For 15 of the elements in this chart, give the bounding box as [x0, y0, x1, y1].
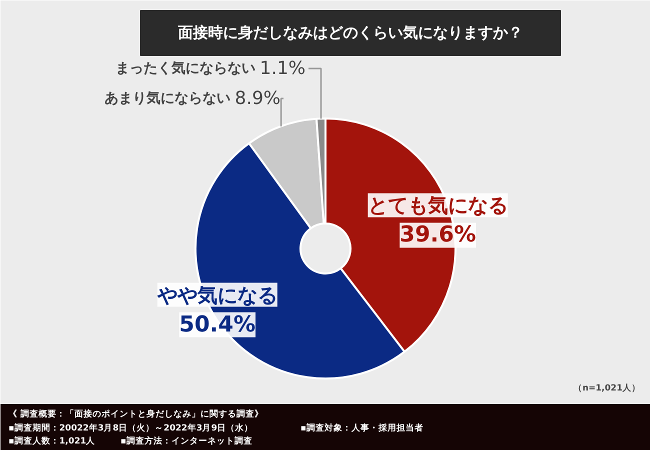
slice-label: やや気になる [156, 282, 278, 307]
text: ▪調査対象：人事・採用担当者 [300, 422, 424, 434]
data-label: 50.4% [179, 312, 256, 338]
text: 《 調査概要：「面接のポイントと身だしなみ」に関する調査》 [8, 408, 264, 420]
text: （n=1,021人） [573, 382, 641, 394]
text: ▪調査方法：インターネット調査 [120, 436, 252, 446]
text: ▪調査期間：20022年3月8日（火）～2022年3月9日（水） [8, 422, 254, 434]
data-label: 1.1% [260, 58, 306, 79]
text: ▪調査人数：1,021人 [8, 436, 96, 446]
slice-label: あまり気にならない [104, 90, 230, 106]
data-label: 39.6% [400, 222, 476, 248]
data-label: 8.9% [234, 88, 281, 109]
slice-label: まったく気にならない [116, 60, 256, 76]
chart-title: 面接時に身だしなみはどのくらい気になりますか？ [177, 24, 523, 42]
slice-label: とても気になる [368, 193, 508, 218]
